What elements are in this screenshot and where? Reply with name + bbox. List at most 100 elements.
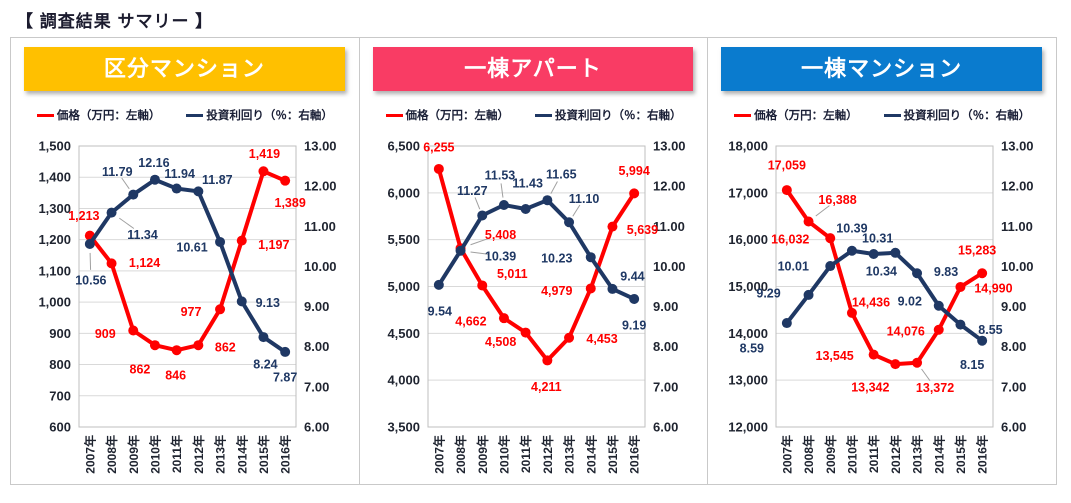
- x-axis-label: 2009年: [126, 435, 141, 474]
- yield-point: [477, 210, 487, 220]
- x-axis-label: 2014年: [234, 435, 249, 474]
- chart-legend: 価格（万円：左軸） 投資利回り（％：右軸）: [708, 106, 1056, 124]
- right-axis-tick: 13.00: [1001, 139, 1034, 154]
- price-label: 13,372: [916, 381, 954, 395]
- left-axis-tick: 14,000: [729, 326, 769, 341]
- yield-label: 11.27: [457, 184, 488, 198]
- yield-point: [455, 246, 465, 256]
- x-axis-label: 2016年: [975, 435, 990, 474]
- price-point: [804, 216, 814, 226]
- yield-point: [826, 261, 836, 271]
- price-point: [912, 358, 922, 368]
- price-label: 1,124: [129, 256, 160, 270]
- price-point: [150, 340, 160, 350]
- price-point: [193, 340, 203, 350]
- price-point: [434, 164, 444, 174]
- price-label: 5,011: [497, 267, 528, 281]
- price-point: [629, 188, 639, 198]
- price-label: 14,076: [887, 324, 925, 338]
- yield-label: 9.19: [622, 318, 646, 332]
- left-axis-tick: 13,000: [729, 373, 769, 388]
- left-axis-tick: 1,000: [38, 295, 71, 310]
- legend-item-price: 価格（万円：左軸）: [37, 107, 161, 123]
- right-axis-tick: 12.00: [1001, 179, 1034, 194]
- chart-legend: 価格（万円：左軸） 投資利回り（％：右軸）: [360, 106, 708, 124]
- yield-label: 9.29: [757, 286, 781, 300]
- yield-point: [804, 290, 814, 300]
- x-axis-label: 2007年: [82, 435, 97, 474]
- yield-point: [912, 268, 922, 278]
- legend-item-yield: 投資利回り（％：右軸）: [535, 107, 682, 123]
- yield-point: [629, 294, 639, 304]
- legend-label-price: 価格（万円：左軸）: [406, 107, 510, 123]
- yield-label: 10.23: [541, 252, 572, 266]
- x-axis-label: 2016年: [278, 435, 293, 474]
- right-axis-tick: 12.00: [653, 179, 686, 194]
- price-point: [782, 185, 792, 195]
- price-label: 16,032: [771, 233, 809, 247]
- legend-label-yield: 投資利回り（％：右軸）: [904, 107, 1031, 123]
- yield-point: [434, 280, 444, 290]
- x-axis-label: 2008年: [453, 435, 468, 474]
- leader-line: [119, 218, 134, 228]
- price-label: 6,255: [423, 140, 454, 154]
- price-label: 1,419: [249, 147, 280, 161]
- yield-line: [90, 180, 285, 352]
- right-axis-tick: 10.00: [304, 259, 337, 274]
- leader-line: [551, 181, 558, 193]
- yield-label: 9.13: [256, 296, 280, 310]
- yield-label: 11.87: [202, 173, 233, 187]
- legend-item-price: 価格（万円：左軸）: [734, 107, 858, 123]
- x-axis-label: 2015年: [953, 435, 968, 474]
- price-point: [237, 236, 247, 246]
- yield-point: [891, 248, 901, 258]
- yield-point: [934, 301, 944, 311]
- price-label: 13,342: [852, 381, 890, 395]
- x-axis-label: 2008年: [801, 435, 816, 474]
- right-axis-tick: 11.00: [1001, 219, 1033, 234]
- left-axis-tick: 700: [49, 388, 71, 403]
- price-point: [564, 333, 574, 343]
- left-axis-tick: 1,500: [38, 139, 71, 154]
- x-axis-label: 2010年: [496, 435, 511, 474]
- left-axis-tick: 17,000: [729, 185, 769, 200]
- yield-point: [172, 184, 182, 194]
- price-label: 5,639: [626, 223, 657, 237]
- price-label: 1,197: [258, 238, 289, 252]
- price-label: 4,662: [455, 315, 486, 329]
- right-axis-tick: 7.00: [1001, 379, 1026, 394]
- legend-marker-price: [37, 114, 54, 117]
- leader-line: [572, 205, 579, 216]
- page: 【 調査結果 サマリー 】 区分マンション 価格（万円：左軸）投資利回り（％：右…: [0, 7, 1071, 485]
- price-label: 846: [165, 369, 186, 383]
- x-axis-label: 2016年: [626, 435, 641, 474]
- yield-point: [128, 190, 138, 200]
- left-axis-tick: 3,500: [387, 420, 420, 435]
- price-point: [499, 313, 509, 323]
- chart-title-banner: 区分マンション: [24, 47, 345, 91]
- left-axis-tick: 1,300: [38, 201, 71, 216]
- price-point: [869, 350, 879, 360]
- yield-label: 10.61: [176, 240, 207, 254]
- right-axis-tick: 12.00: [304, 179, 337, 194]
- right-axis-tick: 8.00: [304, 339, 329, 354]
- right-axis-tick: 10.00: [1001, 259, 1034, 274]
- x-axis-label: 2014年: [932, 435, 947, 474]
- x-axis-label: 2007年: [431, 435, 446, 474]
- left-axis-tick: 1,100: [38, 263, 71, 278]
- yield-point: [847, 246, 857, 256]
- legend-label-yield: 投資利回り（％：右軸）: [555, 107, 682, 123]
- price-label: 5,408: [485, 228, 516, 242]
- right-axis-tick: 6.00: [653, 420, 678, 435]
- left-axis-tick: 6,500: [387, 139, 420, 154]
- x-axis-label: 2013年: [213, 435, 228, 474]
- price-point: [585, 283, 595, 293]
- price-label: 15,283: [958, 244, 996, 258]
- price-label: 16,388: [819, 193, 857, 207]
- left-axis-tick: 1,400: [38, 170, 71, 185]
- legend-label-price: 価格（万円：左軸）: [754, 107, 858, 123]
- yield-point: [520, 204, 530, 214]
- chart-title-banner: 一棟マンション: [721, 47, 1042, 91]
- legend-item-yield: 投資利回り（％：右軸）: [186, 107, 333, 123]
- yield-label: 11.94: [164, 167, 195, 181]
